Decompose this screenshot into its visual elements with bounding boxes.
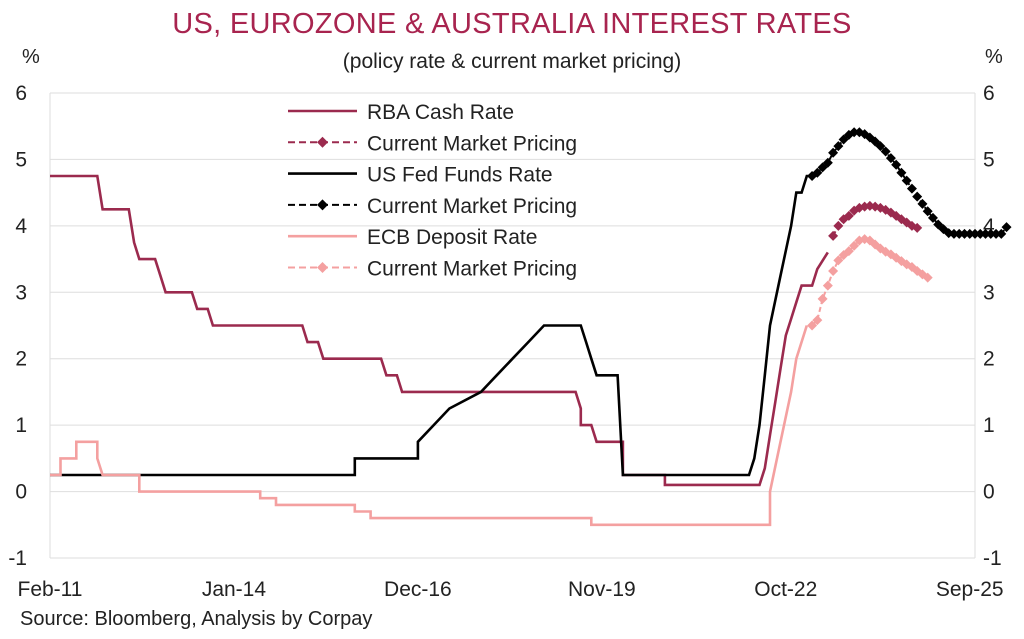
data-point-marker: [817, 293, 828, 304]
legend-label: ECB Deposit Rate: [367, 226, 537, 249]
legend-label: Current Market Pricing: [367, 132, 577, 155]
data-point-marker: [317, 262, 328, 273]
y-tick-label-right: 2: [983, 348, 995, 371]
x-tick-label: Oct-22: [754, 578, 817, 601]
series-line: [50, 174, 829, 487]
data-point-marker: [891, 159, 902, 170]
data-point-marker: [317, 136, 328, 148]
legend-item: RBA Cash Rate: [288, 101, 514, 124]
data-point-marker: [917, 198, 928, 209]
data-point-marker: [833, 220, 844, 231]
legend-label: US Fed Funds Rate: [367, 164, 553, 187]
y-tick-label-left: 0: [15, 481, 27, 504]
data-point-marker: [980, 228, 991, 239]
data-point-marker: [812, 315, 823, 326]
y-tick-label-left: 3: [15, 281, 27, 304]
y-tick-label-right: 6: [983, 82, 995, 105]
chart-title: US, EUROZONE & AUSTRALIA INTEREST RATES: [172, 8, 852, 40]
y-tick-label-right: 3: [983, 281, 995, 304]
data-point-marker: [822, 280, 833, 291]
data-point-marker: [849, 127, 860, 138]
data-point-marker: [843, 246, 854, 257]
data-point-marker: [828, 266, 839, 277]
series-line: [50, 174, 813, 477]
legend-label: RBA Cash Rate: [367, 101, 514, 124]
data-point-marker: [833, 255, 844, 266]
y-tick-label-left: 1: [15, 414, 27, 437]
data-point-marker: [912, 222, 923, 233]
data-point-marker: [885, 153, 896, 164]
x-tick-label: Nov-19: [568, 578, 636, 601]
data-point-marker: [880, 146, 891, 157]
data-point-marker: [991, 228, 1002, 239]
y-tick-label-right: 0: [983, 481, 995, 504]
data-point-marker: [996, 228, 1007, 239]
x-tick-label: Feb-11: [18, 578, 83, 601]
legend-item: Current Market Pricing: [288, 258, 577, 281]
data-point-marker: [964, 228, 975, 239]
left-axis-unit: %: [22, 46, 40, 68]
legend-item: US Fed Funds Rate: [288, 164, 553, 187]
y-tick-label-right: -1: [983, 547, 1002, 570]
data-point-marker: [922, 272, 933, 283]
chart-subtitle: (policy rate & current market pricing): [342, 50, 682, 73]
y-tick-label-left: 5: [15, 148, 27, 171]
series-3: [807, 127, 1012, 239]
series-0: [50, 174, 829, 487]
series-5: [807, 234, 933, 331]
data-point-marker: [975, 228, 986, 239]
series-2: [50, 174, 813, 477]
y-tick-label-left: 6: [15, 82, 27, 105]
data-point-marker: [906, 183, 917, 194]
data-point-marker: [959, 228, 970, 239]
y-tick-label-right: 1: [983, 414, 995, 437]
data-point-marker: [875, 141, 886, 152]
y-tick-label-left: 4: [15, 215, 27, 238]
data-point-marker: [812, 167, 823, 178]
series-4: [50, 325, 809, 527]
y-tick-label-left: -1: [8, 547, 27, 570]
data-point-marker: [970, 228, 980, 239]
y-tick-label-left: 2: [15, 348, 27, 371]
data-point-marker: [833, 141, 844, 152]
x-tick-label: Dec-16: [384, 578, 452, 601]
series-1: [828, 200, 923, 241]
series-lines: [50, 127, 1012, 527]
legend: RBA Cash Rate Current Market Pricing US Fe…: [288, 101, 577, 281]
data-point-marker: [843, 210, 854, 221]
data-point-marker: [954, 228, 965, 239]
data-point-marker: [912, 191, 923, 202]
y-tick-label-right: 5: [983, 148, 995, 171]
gridlines: [49, 92, 976, 559]
legend-item: ECB Deposit Rate: [288, 226, 537, 249]
data-point-marker: [828, 147, 839, 158]
data-point-marker: [896, 167, 907, 178]
data-point-marker: [922, 206, 933, 217]
data-point-marker: [927, 212, 938, 223]
legend-label: Current Market Pricing: [367, 195, 577, 218]
series-line: [50, 325, 809, 527]
data-point-marker: [828, 230, 839, 241]
data-point-marker: [317, 199, 328, 211]
data-point-marker: [807, 320, 818, 331]
x-tick-label: Sep-25: [936, 578, 1004, 601]
legend-label: Current Market Pricing: [367, 258, 577, 281]
data-point-marker: [822, 157, 833, 168]
x-tick-label: Jan-14: [202, 578, 267, 601]
data-point-marker: [1001, 222, 1012, 233]
legend-item: Current Market Pricing: [288, 195, 577, 218]
right-axis-unit: %: [985, 46, 1003, 68]
legend-item: Current Market Pricing: [288, 132, 577, 155]
data-point-marker: [948, 228, 959, 239]
data-point-marker: [849, 240, 860, 251]
data-point-marker: [901, 175, 912, 186]
data-point-marker: [985, 228, 996, 239]
source-note: Source: Bloomberg, Analysis by Corpay: [20, 608, 373, 630]
